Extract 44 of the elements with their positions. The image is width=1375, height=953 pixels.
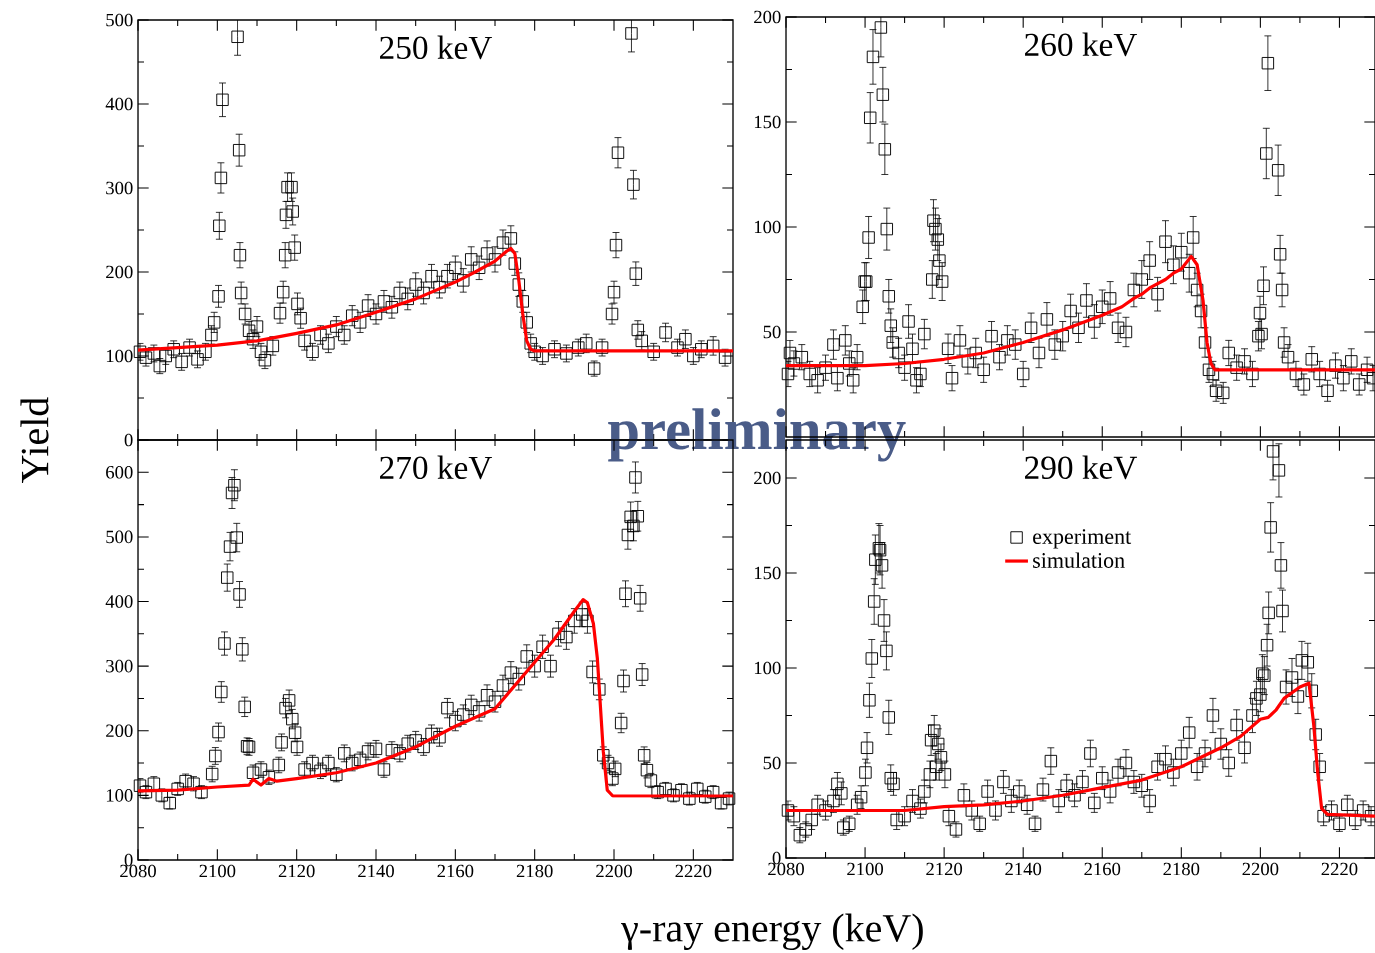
x-tick-label: 2220 [1321,862,1358,876]
chart-title: 260 keV [1025,32,1138,57]
y-tick-label: 400 [105,97,133,111]
y-tick-label: 300 [106,659,133,673]
y-tick-label: 200 [106,724,133,738]
x-tick-label: 2180 [516,864,553,878]
y-tick-label: 0 [124,433,133,447]
y-tick-label: 150 [754,115,781,129]
x-tick-label: 2120 [926,862,963,876]
x-tick-label: 2220 [675,864,712,878]
y-tick-label: 150 [754,566,781,580]
y-tick-label: 300 [106,181,133,195]
line-series [138,246,733,353]
y-tick-label: 200 [754,471,781,485]
x-tick-label: 2200 [1242,862,1279,876]
x-tick-label: 2140 [1005,862,1042,876]
legend-label: simulation [1033,552,1125,568]
x-tick-label: 2100 [847,862,884,876]
x-tick-label: 2160 [1084,862,1121,876]
y-tick-label: 500 [106,13,133,27]
chart-title: 290 keV [1025,455,1138,480]
y-tick-label: 100 [106,789,133,802]
x-tick-label: 2120 [278,864,315,878]
y-tick-label: 100 [754,220,781,234]
x-tick-label: 2160 [437,864,474,878]
chart-title: 250 keV [380,35,493,60]
x-tick-label: 2180 [1163,862,1200,876]
x-tick-label: 2100 [199,864,236,878]
y-tick-label: 100 [106,349,133,363]
x-tick-label: 2200 [596,864,632,878]
line-series [138,597,733,798]
x-tick-label: 2140 [358,864,394,878]
x-axis-title: γ-ray energy (keV) [621,913,923,950]
y-axis-title: Yield [20,397,49,483]
legend-label: experiment [1033,529,1132,549]
chart-title: 270 keV [380,455,493,480]
y-tick-label: 600 [106,466,133,479]
y-tick-label: 500 [106,530,133,544]
y-tick-label: 200 [106,265,133,279]
y-tick-label: 100 [754,661,781,675]
y-tick-label: 50 [763,756,781,770]
y-tick-label: 200 [754,10,781,24]
y-tick-label: 50 [763,325,781,339]
y-tick-label: 400 [105,595,133,608]
